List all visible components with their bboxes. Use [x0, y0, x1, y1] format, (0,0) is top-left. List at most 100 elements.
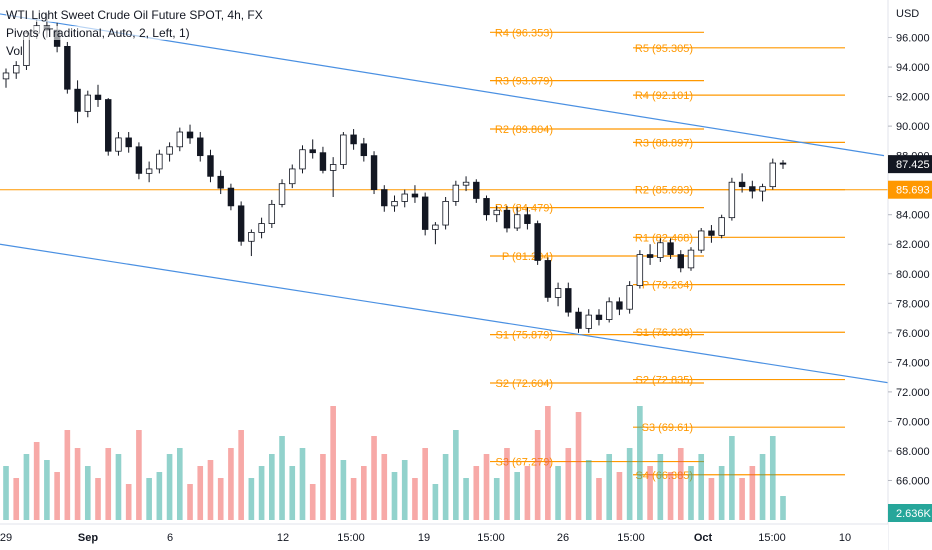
candle-body	[513, 214, 521, 229]
candle-body	[329, 164, 337, 171]
price-axis[interactable]: USD96.00094.00092.00090.00088.00086.0008…	[887, 0, 932, 550]
candle-body	[646, 254, 654, 258]
volume-bar	[453, 430, 459, 520]
candle-body	[616, 301, 623, 310]
price-tick-label: 68.000	[896, 446, 930, 458]
candle-body	[248, 232, 255, 242]
volume-bar	[33, 442, 40, 520]
volume-bar	[361, 466, 367, 520]
time-tick-label: Sep	[78, 532, 98, 544]
time-tick-label: 26	[557, 532, 569, 544]
symbol-legend[interactable]: WTI Light Sweet Crude Oil Future SPOT, 4…	[6, 8, 263, 22]
time-tick-label: 29	[0, 532, 12, 544]
price-tick-label: 76.000	[896, 328, 930, 340]
volume-bar	[391, 472, 398, 520]
volume-bar	[780, 496, 786, 520]
volume-bar	[146, 478, 152, 520]
volume-bar	[289, 466, 296, 520]
time-tick-label: 15:00	[337, 532, 365, 544]
candle-body	[381, 189, 388, 207]
volume-bar	[534, 430, 541, 520]
candle-body	[421, 196, 429, 230]
candle-body	[145, 168, 153, 174]
volume-bar	[473, 466, 480, 520]
candle-body	[697, 230, 705, 251]
candle-body	[309, 149, 316, 154]
price-tick-label: 80.000	[896, 269, 930, 281]
volume-legend[interactable]: Vol	[6, 44, 23, 58]
volume-bar	[626, 448, 633, 520]
candle-body	[13, 65, 20, 74]
time-tick-label: 6	[167, 532, 173, 544]
volume-bar	[585, 460, 592, 520]
candle-body	[319, 152, 327, 171]
candle-body	[258, 223, 265, 233]
volume-bar	[698, 454, 705, 520]
candle-body	[115, 137, 122, 152]
candle-body	[554, 288, 562, 298]
volume-bars	[3, 406, 786, 520]
pivot-label: R3 (88.897)	[635, 137, 693, 149]
volume-bar	[299, 448, 306, 520]
candle-body	[565, 288, 572, 313]
volume-bar	[258, 466, 265, 520]
volume-bar	[350, 478, 357, 520]
volume-bar	[555, 466, 561, 520]
candle-body	[677, 254, 684, 269]
volume-bar	[125, 484, 132, 520]
candle-body	[493, 209, 500, 216]
candle-body	[360, 143, 368, 157]
pivots-legend[interactable]: Pivots (Traditional, Auto, 2, Left, 1)	[6, 26, 190, 40]
volume-bar	[606, 454, 613, 520]
time-tick-label: 19	[418, 532, 430, 544]
volume-bar	[647, 466, 653, 520]
volume-bar	[493, 478, 500, 520]
volume-bar	[248, 478, 255, 520]
volume-bar	[340, 460, 347, 520]
time-tick-label: 15:00	[758, 532, 786, 544]
time-tick-label: 12	[277, 532, 289, 544]
volume-bar	[596, 478, 602, 520]
price-tick-label: 66.000	[896, 475, 930, 487]
volume-bar	[217, 478, 224, 520]
volume-bar	[422, 448, 428, 520]
volume-bar	[309, 484, 316, 520]
candle-body	[687, 249, 695, 269]
pivot-label: S1 (76.039)	[636, 327, 693, 339]
volume-bar	[759, 454, 766, 520]
candle-body	[585, 314, 592, 329]
candle-body	[524, 214, 531, 224]
volume-bar	[688, 466, 694, 520]
candle-body	[595, 314, 603, 320]
candle-body	[64, 45, 71, 90]
candle-body	[135, 146, 143, 174]
volume-bar	[3, 466, 9, 520]
volume-bar	[565, 448, 572, 520]
volume-bar	[207, 460, 214, 520]
candle-body	[156, 153, 163, 170]
candle-body	[166, 146, 173, 155]
volume-bar	[657, 454, 664, 520]
pivot-label: S3 (69.61)	[642, 422, 693, 434]
volume-bar	[718, 466, 725, 520]
candle-body	[657, 242, 664, 258]
time-axis[interactable]: 29 Sep 6 12 15:00 19 15:00 26 15:00 Oct 15:00 10	[0, 523, 888, 550]
last-price-label: 87.425	[896, 159, 930, 171]
volume-bar	[545, 406, 551, 520]
volume-bar	[667, 472, 674, 520]
candle-body	[432, 224, 439, 230]
volume-bar	[442, 454, 449, 520]
volume-bar	[320, 454, 326, 520]
volume-bar	[269, 454, 275, 520]
candle-body	[299, 149, 306, 170]
candle-body	[186, 131, 194, 139]
pivot-label: R5 (95.305)	[635, 43, 693, 55]
candle-body	[473, 181, 480, 199]
candle-body	[779, 162, 787, 165]
volume-bar	[136, 430, 142, 520]
price-tick-label: 72.000	[896, 387, 930, 399]
candle-body	[534, 223, 541, 261]
volume-bar	[575, 412, 582, 520]
candlesticks	[2, 13, 787, 333]
